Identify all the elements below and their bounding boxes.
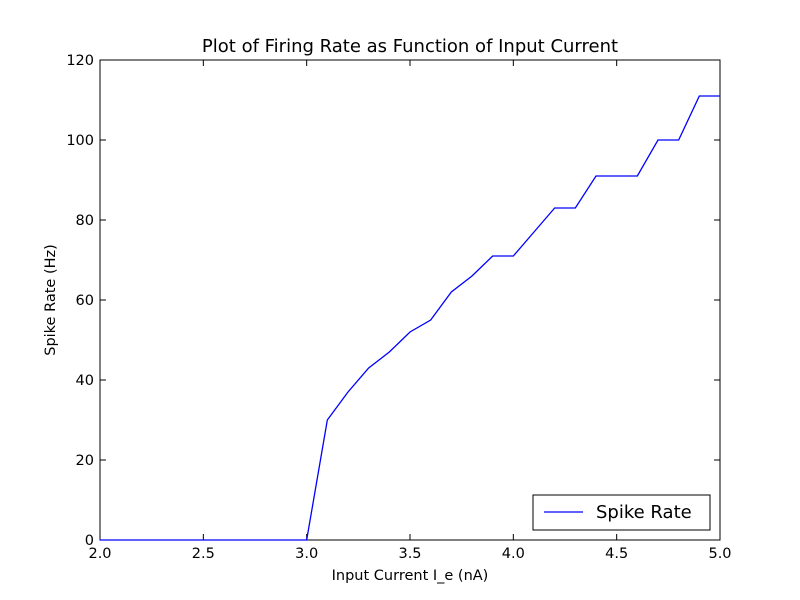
- x-tick-label: 4.5: [605, 546, 628, 562]
- x-tick-label: 5.0: [708, 546, 731, 562]
- legend-label-spike-rate: Spike Rate: [596, 502, 692, 523]
- y-tick-label: 100: [66, 133, 94, 149]
- x-tick-label: 2.5: [192, 546, 215, 562]
- x-tick-label: 2.0: [88, 546, 111, 562]
- legend: Spike Rate: [532, 494, 711, 531]
- x-tick-label: 4.0: [502, 546, 525, 562]
- chart-title: Plot of Firing Rate as Function of Input…: [202, 36, 618, 57]
- y-tick-label: 60: [76, 293, 94, 309]
- y-tick-label: 40: [76, 373, 94, 389]
- y-tick-label: 80: [76, 213, 94, 229]
- y-tick-label: 20: [76, 453, 94, 469]
- x-tick-label: 3.0: [295, 546, 318, 562]
- axis-ticks: [99, 59, 721, 541]
- x-tick-label: 3.5: [398, 546, 421, 562]
- series-line-spike-rate: [100, 95, 720, 541]
- y-tick-label: 120: [66, 53, 94, 69]
- x-axis-label: Input Current I_e (nA): [332, 568, 489, 584]
- axis-tick-labels: 2.0 2.5 3.0 3.5 4.0 4.5 5.0 0 20 40 60 80 100 120: [66, 53, 731, 562]
- y-tick-label: 0: [85, 533, 94, 549]
- series-group: [100, 95, 720, 541]
- plot-frame: [99, 59, 721, 541]
- plot-area: 2.0 2.5 3.0 3.5 4.0 4.5 5.0 0 20 40 60 80 100 120: [66, 53, 731, 562]
- y-axis-label: Spike Rate (Hz): [43, 244, 59, 356]
